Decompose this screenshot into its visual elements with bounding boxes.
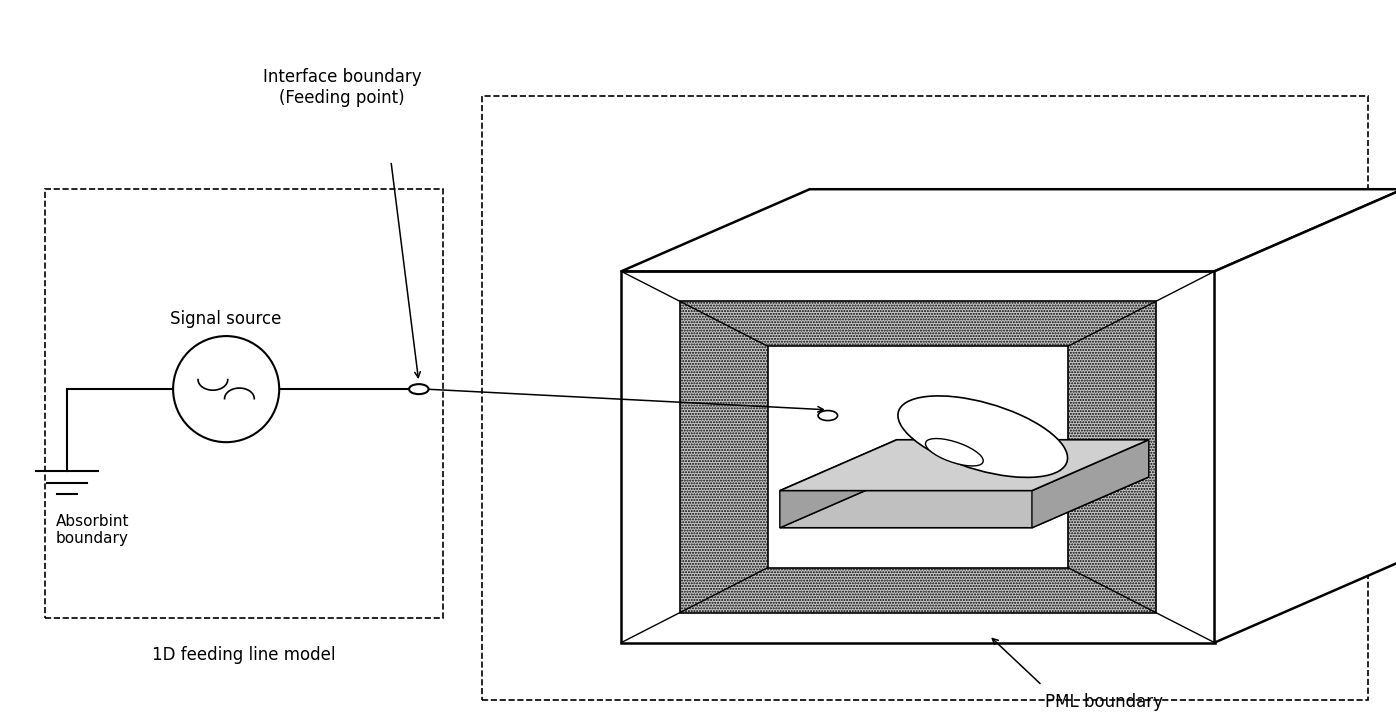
Text: Interface boundary
(Feeding point): Interface boundary (Feeding point) — [262, 68, 422, 106]
Bar — [621, 271, 1215, 643]
Polygon shape — [780, 440, 896, 528]
Polygon shape — [621, 189, 1396, 271]
Circle shape — [818, 411, 838, 421]
Circle shape — [409, 384, 429, 394]
Text: Signal source: Signal source — [170, 311, 282, 328]
Ellipse shape — [926, 438, 983, 466]
Polygon shape — [1032, 440, 1149, 528]
Text: 1D feeding line model: 1D feeding line model — [152, 646, 335, 664]
Text: PML boundary: PML boundary — [1044, 693, 1163, 710]
Ellipse shape — [173, 336, 279, 442]
Bar — [680, 301, 1156, 613]
Ellipse shape — [898, 396, 1068, 478]
Bar — [768, 346, 1068, 568]
Text: Absorbint
boundary: Absorbint boundary — [56, 514, 130, 546]
Polygon shape — [780, 477, 1149, 528]
Polygon shape — [780, 440, 1149, 491]
Polygon shape — [1215, 189, 1396, 643]
Bar — [482, 96, 1368, 700]
Bar — [45, 189, 443, 618]
